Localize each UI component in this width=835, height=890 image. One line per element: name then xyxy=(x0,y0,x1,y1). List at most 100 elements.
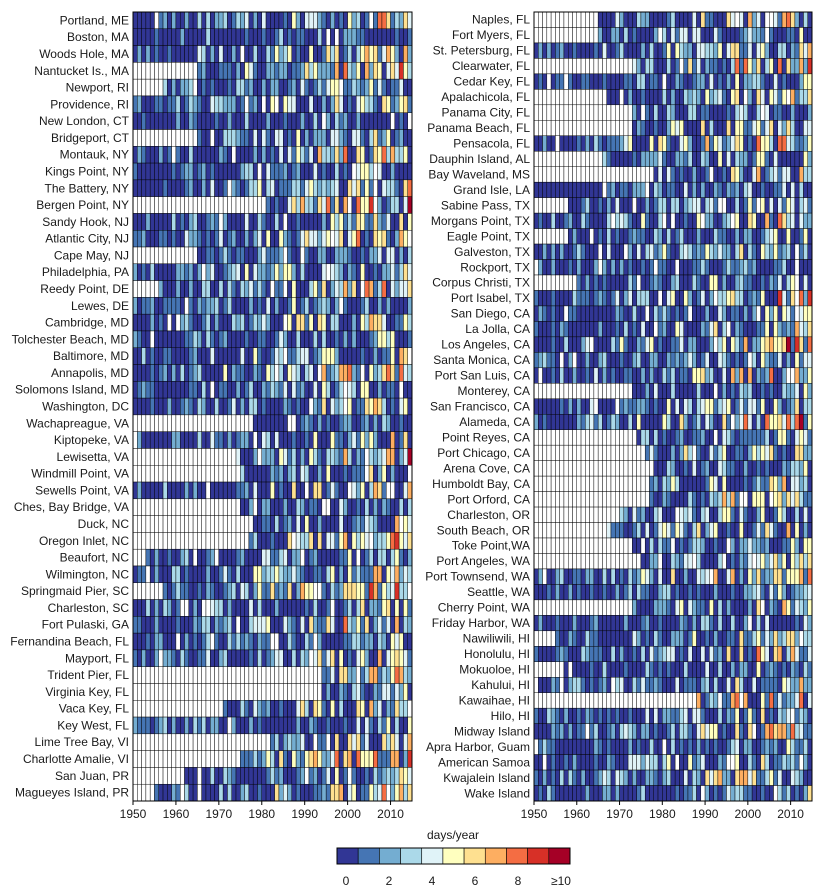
heatmap-cell xyxy=(295,716,301,735)
heatmap-cell xyxy=(248,599,254,617)
heatmap-cell xyxy=(300,515,305,533)
heatmap-cell xyxy=(240,666,245,684)
heatmap-cell xyxy=(270,448,275,466)
heatmap-cell xyxy=(386,666,391,684)
heatmap-cell xyxy=(252,280,258,298)
heatmap-cell xyxy=(666,352,672,369)
heatmap-cell xyxy=(572,166,577,183)
heatmap-cell xyxy=(623,398,629,415)
heatmap-cell xyxy=(184,700,190,718)
station-row xyxy=(533,166,813,183)
heatmap-cell xyxy=(373,263,378,281)
heatmap-cell xyxy=(734,151,740,167)
heatmap-cell xyxy=(184,381,190,399)
heatmap-cell xyxy=(550,290,556,307)
heatmap-cell xyxy=(709,259,714,276)
heatmap-cell xyxy=(154,431,159,449)
heatmap-cell xyxy=(550,104,556,121)
heatmap-cell xyxy=(580,135,586,152)
heatmap-cell xyxy=(261,616,267,634)
heatmap-cell xyxy=(398,498,404,516)
heatmap-cell xyxy=(610,305,616,322)
heatmap-cell xyxy=(278,146,284,164)
heatmap-cell xyxy=(803,336,808,353)
heatmap-cell xyxy=(321,548,327,567)
heatmap-cell xyxy=(167,666,172,684)
heatmap-cell xyxy=(773,367,779,384)
heatmap-cell xyxy=(696,212,702,229)
heatmap-cell xyxy=(394,683,400,701)
heatmap-cell xyxy=(313,750,318,768)
heatmap-cell xyxy=(154,45,159,63)
heatmap-cell xyxy=(692,305,697,322)
heatmap-cell xyxy=(407,632,413,651)
heatmap-cell xyxy=(377,465,383,483)
heatmap-cell xyxy=(347,783,353,802)
heatmap-cell xyxy=(141,565,147,583)
heatmap-cell xyxy=(364,750,370,768)
heatmap-cell xyxy=(555,89,560,106)
heatmap-cell xyxy=(713,383,719,399)
heatmap-cell xyxy=(197,431,202,449)
heatmap-cell xyxy=(627,274,633,291)
heatmap-cell xyxy=(295,196,301,214)
heatmap-cell xyxy=(773,414,779,430)
heatmap-cell xyxy=(214,448,220,466)
heatmap-cell xyxy=(252,263,258,281)
heatmap-cell xyxy=(373,733,378,751)
heatmap-cell xyxy=(192,179,198,197)
heatmap-cell xyxy=(132,599,138,617)
heatmap-cell xyxy=(252,548,258,567)
heatmap-cell xyxy=(132,582,138,600)
heatmap-cell xyxy=(308,465,314,483)
heatmap-cell xyxy=(713,212,719,229)
heatmap-cell xyxy=(576,89,582,106)
heatmap-cell xyxy=(640,305,646,322)
heatmap-cell xyxy=(141,230,147,248)
heatmap-cell xyxy=(274,213,280,231)
heatmap-cell xyxy=(347,448,353,466)
heatmap-cell xyxy=(704,42,710,59)
heatmap-cell xyxy=(381,45,387,63)
heatmap-cell xyxy=(252,515,258,533)
heatmap-cell xyxy=(197,297,202,315)
heatmap-cell xyxy=(304,465,310,483)
heatmap-cell xyxy=(149,280,155,298)
heatmap-cell xyxy=(381,246,387,265)
heatmap-cell xyxy=(308,750,314,768)
heatmap-cell xyxy=(214,666,220,684)
heatmap-cell xyxy=(300,565,305,583)
heatmap-cell xyxy=(330,616,335,634)
heatmap-cell xyxy=(407,465,413,483)
heatmap-cell xyxy=(265,498,271,516)
heatmap-cell xyxy=(644,135,650,152)
heatmap-cell xyxy=(317,716,323,735)
heatmap-cell xyxy=(683,58,689,75)
heatmap-cell xyxy=(764,290,770,307)
heatmap-cell xyxy=(683,197,689,214)
heatmap-cell xyxy=(145,666,151,684)
heatmap-cell xyxy=(700,212,706,229)
heatmap-cell xyxy=(149,498,155,516)
heatmap-cell xyxy=(158,112,164,130)
heatmap-cell xyxy=(343,532,348,550)
heatmap-cell xyxy=(606,104,612,121)
heatmap-cell xyxy=(360,162,366,181)
heatmap-cell xyxy=(649,197,654,214)
heatmap-cell xyxy=(550,166,556,183)
heatmap-cell xyxy=(546,274,552,291)
heatmap-cell xyxy=(257,246,262,265)
heatmap-cell xyxy=(751,274,757,291)
heatmap-cell xyxy=(265,95,271,113)
heatmap-cell xyxy=(567,398,573,415)
heatmap-cell xyxy=(559,290,565,307)
heatmap-cell xyxy=(287,498,293,516)
heatmap-cell xyxy=(674,197,680,214)
heatmap-cell xyxy=(175,565,181,583)
heatmap-cell xyxy=(321,532,327,550)
heatmap-cell xyxy=(555,212,560,229)
heatmap-cell xyxy=(355,532,361,550)
heatmap-cell xyxy=(295,280,301,298)
heatmap-cell xyxy=(674,290,680,307)
heatmap-cell xyxy=(167,11,172,30)
